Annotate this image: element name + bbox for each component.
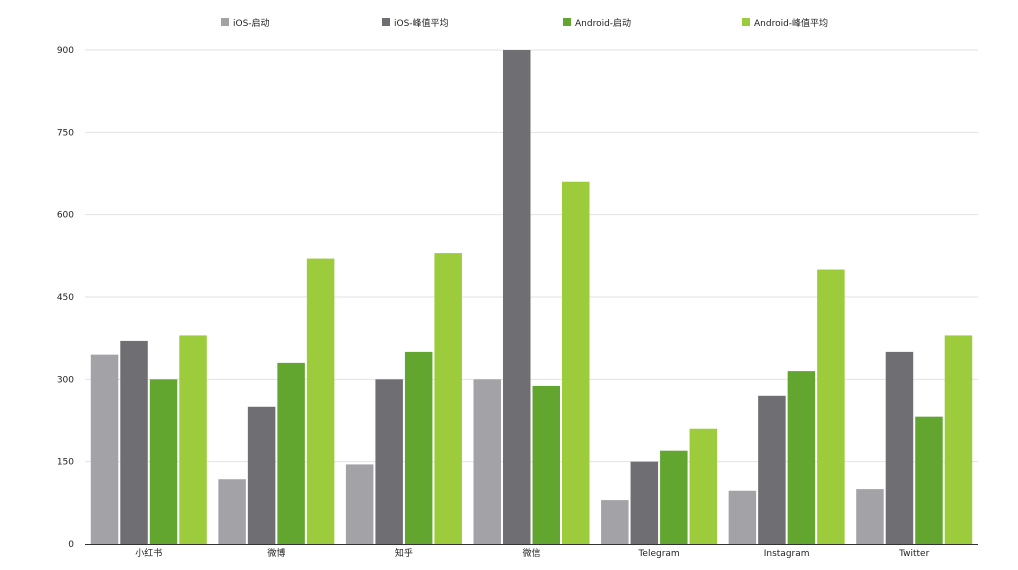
x-tick-label: 微信 — [522, 547, 540, 559]
bar — [277, 362, 305, 544]
x-tick-label: 微博 — [267, 547, 285, 559]
bar — [149, 379, 178, 544]
legend-label: iOS-峰值平均 — [394, 17, 449, 29]
x-tick-label: 小红书 — [135, 547, 162, 559]
bar — [630, 461, 659, 544]
bar — [660, 450, 688, 544]
bar — [601, 500, 629, 544]
x-tick-label: Instagram — [764, 549, 810, 559]
bar — [787, 371, 816, 544]
bar — [306, 258, 335, 544]
x-axis: 小红书 微博 知乎 微信 Telegram Instagram Twitter — [85, 544, 978, 559]
y-tick-label: 0 — [68, 540, 74, 550]
bar — [728, 490, 757, 544]
bar — [817, 269, 845, 544]
legend-swatch — [563, 18, 571, 26]
bar — [120, 340, 148, 544]
bar — [562, 181, 590, 544]
x-tick-label: Telegram — [637, 549, 679, 559]
legend-label: Android-峰值平均 — [754, 17, 828, 29]
bar — [885, 351, 914, 544]
bar — [434, 253, 462, 545]
y-tick-label: 450 — [57, 293, 74, 303]
y-axis-ticks: 0 150 300 450 600 750 900 — [57, 46, 74, 550]
bar — [218, 479, 246, 544]
y-tick-label: 750 — [57, 128, 74, 138]
bar — [473, 379, 501, 544]
bar — [856, 489, 884, 544]
y-tick-label: 300 — [57, 375, 74, 385]
bar — [247, 406, 276, 544]
bar — [404, 351, 433, 544]
bar — [944, 335, 973, 544]
legend-swatch — [382, 18, 390, 26]
legend: iOS-启动 iOS-峰值平均 Android-启动 Android-峰值平均 — [221, 17, 828, 29]
bar — [179, 335, 207, 544]
legend-label: iOS-启动 — [233, 17, 270, 29]
y-tick-label: 150 — [57, 458, 74, 468]
legend-swatch — [742, 18, 750, 26]
legend-swatch — [221, 18, 229, 26]
bar — [758, 395, 786, 544]
y-tick-label: 600 — [57, 211, 74, 221]
bar — [915, 416, 943, 544]
x-tick-label: 知乎 — [395, 547, 413, 559]
y-tick-label: 900 — [57, 46, 74, 56]
bar — [90, 354, 119, 544]
bar — [689, 428, 718, 544]
bar — [532, 385, 560, 544]
bar — [345, 464, 374, 544]
x-tick-label: Twitter — [898, 549, 929, 559]
legend-label: Android-启动 — [575, 17, 631, 29]
bars — [90, 50, 973, 545]
bar — [503, 50, 531, 544]
bar — [375, 379, 403, 544]
